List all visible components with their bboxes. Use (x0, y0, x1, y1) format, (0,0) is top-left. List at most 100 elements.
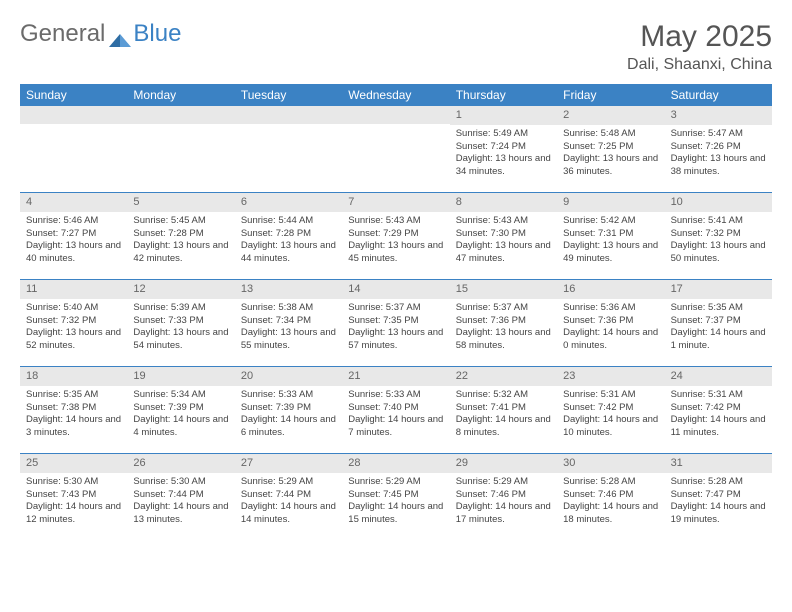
cell-date (342, 106, 449, 124)
calendar-cell: 14Sunrise: 5:37 AMSunset: 7:35 PMDayligh… (342, 280, 449, 366)
calendar-cell: 27Sunrise: 5:29 AMSunset: 7:44 PMDayligh… (235, 454, 342, 540)
cell-date: 4 (20, 193, 127, 212)
cell-body: Sunrise: 5:43 AMSunset: 7:30 PMDaylight:… (450, 212, 557, 270)
cell-date: 12 (127, 280, 234, 299)
cell-body: Sunrise: 5:29 AMSunset: 7:46 PMDaylight:… (450, 473, 557, 531)
cell-date: 2 (557, 106, 664, 125)
sunrise-text: Sunrise: 5:43 AM (348, 215, 443, 228)
calendar-week: 18Sunrise: 5:35 AMSunset: 7:38 PMDayligh… (20, 366, 772, 453)
sunset-text: Sunset: 7:41 PM (456, 402, 551, 415)
cell-body: Sunrise: 5:35 AMSunset: 7:38 PMDaylight:… (20, 386, 127, 444)
calendar-cell (127, 106, 234, 192)
sunset-text: Sunset: 7:24 PM (456, 141, 551, 154)
calendar-cell: 6Sunrise: 5:44 AMSunset: 7:28 PMDaylight… (235, 193, 342, 279)
cell-date: 30 (557, 454, 664, 473)
calendar-cell: 23Sunrise: 5:31 AMSunset: 7:42 PMDayligh… (557, 367, 664, 453)
cell-date: 14 (342, 280, 449, 299)
daylight-text: Daylight: 13 hours and 44 minutes. (241, 240, 336, 266)
cell-date: 18 (20, 367, 127, 386)
cell-date: 1 (450, 106, 557, 125)
calendar-cell: 2Sunrise: 5:48 AMSunset: 7:25 PMDaylight… (557, 106, 664, 192)
sunset-text: Sunset: 7:33 PM (133, 315, 228, 328)
cell-body: Sunrise: 5:47 AMSunset: 7:26 PMDaylight:… (665, 125, 772, 183)
daylight-text: Daylight: 13 hours and 47 minutes. (456, 240, 551, 266)
calendar-cell: 5Sunrise: 5:45 AMSunset: 7:28 PMDaylight… (127, 193, 234, 279)
sunrise-text: Sunrise: 5:44 AM (241, 215, 336, 228)
page-header: General Blue May 2025 Dali, Shaanxi, Chi… (20, 20, 772, 74)
month-title: May 2025 (627, 20, 772, 54)
weekday-header-row: Sunday Monday Tuesday Wednesday Thursday… (20, 84, 772, 106)
sunset-text: Sunset: 7:35 PM (348, 315, 443, 328)
calendar-cell: 29Sunrise: 5:29 AMSunset: 7:46 PMDayligh… (450, 454, 557, 540)
sunrise-text: Sunrise: 5:35 AM (671, 302, 766, 315)
sunset-text: Sunset: 7:32 PM (671, 228, 766, 241)
cell-date: 21 (342, 367, 449, 386)
cell-date: 13 (235, 280, 342, 299)
cell-date: 27 (235, 454, 342, 473)
cell-date (20, 106, 127, 124)
calendar-cell: 1Sunrise: 5:49 AMSunset: 7:24 PMDaylight… (450, 106, 557, 192)
daylight-text: Daylight: 13 hours and 54 minutes. (133, 327, 228, 353)
calendar-cell: 9Sunrise: 5:42 AMSunset: 7:31 PMDaylight… (557, 193, 664, 279)
sunrise-text: Sunrise: 5:45 AM (133, 215, 228, 228)
calendar-week: 1Sunrise: 5:49 AMSunset: 7:24 PMDaylight… (20, 106, 772, 192)
sunrise-text: Sunrise: 5:34 AM (133, 389, 228, 402)
cell-body: Sunrise: 5:28 AMSunset: 7:47 PMDaylight:… (665, 473, 772, 531)
brand-logo: General Blue (20, 20, 181, 48)
calendar-week: 25Sunrise: 5:30 AMSunset: 7:43 PMDayligh… (20, 453, 772, 540)
sunrise-text: Sunrise: 5:30 AM (133, 476, 228, 489)
weekday-header: Friday (557, 84, 664, 106)
cell-body: Sunrise: 5:38 AMSunset: 7:34 PMDaylight:… (235, 299, 342, 357)
daylight-text: Daylight: 13 hours and 50 minutes. (671, 240, 766, 266)
daylight-text: Daylight: 14 hours and 3 minutes. (26, 414, 121, 440)
calendar-cell: 13Sunrise: 5:38 AMSunset: 7:34 PMDayligh… (235, 280, 342, 366)
calendar-cell: 12Sunrise: 5:39 AMSunset: 7:33 PMDayligh… (127, 280, 234, 366)
calendar-page: General Blue May 2025 Dali, Shaanxi, Chi… (0, 0, 792, 550)
cell-body: Sunrise: 5:42 AMSunset: 7:31 PMDaylight:… (557, 212, 664, 270)
daylight-text: Daylight: 14 hours and 6 minutes. (241, 414, 336, 440)
sunset-text: Sunset: 7:43 PM (26, 489, 121, 502)
sunset-text: Sunset: 7:46 PM (456, 489, 551, 502)
sunrise-text: Sunrise: 5:29 AM (456, 476, 551, 489)
sunset-text: Sunset: 7:42 PM (563, 402, 658, 415)
sunset-text: Sunset: 7:36 PM (563, 315, 658, 328)
sunset-text: Sunset: 7:47 PM (671, 489, 766, 502)
sunrise-text: Sunrise: 5:32 AM (456, 389, 551, 402)
cell-date: 24 (665, 367, 772, 386)
cell-body: Sunrise: 5:29 AMSunset: 7:45 PMDaylight:… (342, 473, 449, 531)
sunrise-text: Sunrise: 5:31 AM (563, 389, 658, 402)
sunrise-text: Sunrise: 5:29 AM (241, 476, 336, 489)
cell-body: Sunrise: 5:48 AMSunset: 7:25 PMDaylight:… (557, 125, 664, 183)
cell-body: Sunrise: 5:31 AMSunset: 7:42 PMDaylight:… (557, 386, 664, 444)
cell-date: 19 (127, 367, 234, 386)
cell-body: Sunrise: 5:37 AMSunset: 7:35 PMDaylight:… (342, 299, 449, 357)
sunrise-text: Sunrise: 5:37 AM (456, 302, 551, 315)
sunset-text: Sunset: 7:46 PM (563, 489, 658, 502)
sunrise-text: Sunrise: 5:35 AM (26, 389, 121, 402)
calendar-cell: 18Sunrise: 5:35 AMSunset: 7:38 PMDayligh… (20, 367, 127, 453)
cell-date: 15 (450, 280, 557, 299)
calendar-cell: 17Sunrise: 5:35 AMSunset: 7:37 PMDayligh… (665, 280, 772, 366)
calendar-cell: 26Sunrise: 5:30 AMSunset: 7:44 PMDayligh… (127, 454, 234, 540)
cell-date: 17 (665, 280, 772, 299)
cell-date: 29 (450, 454, 557, 473)
sunset-text: Sunset: 7:30 PM (456, 228, 551, 241)
cell-body (235, 124, 342, 131)
sunrise-text: Sunrise: 5:33 AM (241, 389, 336, 402)
cell-date: 20 (235, 367, 342, 386)
sunset-text: Sunset: 7:45 PM (348, 489, 443, 502)
cell-date: 9 (557, 193, 664, 212)
cell-date: 31 (665, 454, 772, 473)
daylight-text: Daylight: 13 hours and 57 minutes. (348, 327, 443, 353)
cell-body: Sunrise: 5:46 AMSunset: 7:27 PMDaylight:… (20, 212, 127, 270)
title-block: May 2025 Dali, Shaanxi, China (627, 20, 772, 74)
calendar-body: 1Sunrise: 5:49 AMSunset: 7:24 PMDaylight… (20, 106, 772, 540)
daylight-text: Daylight: 13 hours and 55 minutes. (241, 327, 336, 353)
daylight-text: Daylight: 14 hours and 13 minutes. (133, 501, 228, 527)
cell-date: 11 (20, 280, 127, 299)
calendar-cell: 7Sunrise: 5:43 AMSunset: 7:29 PMDaylight… (342, 193, 449, 279)
cell-body: Sunrise: 5:34 AMSunset: 7:39 PMDaylight:… (127, 386, 234, 444)
sunset-text: Sunset: 7:39 PM (133, 402, 228, 415)
sunset-text: Sunset: 7:26 PM (671, 141, 766, 154)
cell-body: Sunrise: 5:49 AMSunset: 7:24 PMDaylight:… (450, 125, 557, 183)
